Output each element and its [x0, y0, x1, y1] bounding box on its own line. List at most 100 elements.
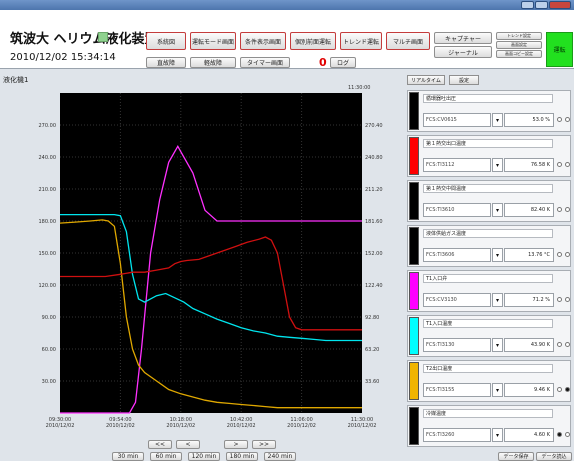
y-left-tick-label: 120.00 [39, 283, 57, 289]
radio-icon[interactable] [557, 252, 562, 257]
radio-icon[interactable] [565, 117, 570, 122]
channel-tag-select[interactable]: FCS:CV3130 [423, 293, 491, 307]
channel-value: 82.40 K [504, 203, 554, 217]
channel-tag-select[interactable]: FCS:TI3260 [423, 428, 491, 442]
channel-row: T2出口温度 FCS:TI3155 ▾ 9.46 K [407, 360, 571, 402]
alarm-count: 0 [319, 56, 327, 69]
minimize-icon[interactable] [521, 1, 534, 9]
channel-value: 71.2 % [504, 293, 554, 307]
screen-settings-button[interactable]: 画面設定 [496, 41, 542, 49]
nav-conditions[interactable]: 条件表示画面 [240, 32, 286, 50]
y-right-tick-label: 240.80 [365, 155, 383, 161]
nav-system-diagram[interactable]: 系統図 [146, 32, 186, 50]
radio-icon[interactable] [565, 387, 570, 392]
y-left-tick-label: 150.00 [39, 251, 57, 257]
nav-run-mode[interactable]: 運転モード画面 [190, 32, 236, 50]
series-line-1 [60, 144, 362, 414]
scroll-prev-button[interactable]: < [176, 440, 200, 449]
channel-color-swatch [409, 182, 419, 220]
channel-color-swatch [409, 92, 419, 130]
series-line-2 [60, 213, 362, 342]
range-120-button[interactable]: 120 min [188, 452, 220, 461]
chevron-down-icon[interactable]: ▾ [492, 338, 503, 352]
range-60-button[interactable]: 60 min [150, 452, 182, 461]
x-tick-date-label: 2010/12/02 [166, 423, 195, 429]
channel-tag-select[interactable]: FCS:TI3112 [423, 158, 491, 172]
data-save-button[interactable]: データ保存 [498, 452, 534, 461]
chevron-down-icon[interactable]: ▾ [492, 203, 503, 217]
scroll-next-button[interactable]: > [224, 440, 248, 449]
nav-individual[interactable]: 個別前面運転 [290, 32, 336, 50]
radio-icon[interactable] [557, 297, 562, 302]
radio-icon[interactable] [557, 387, 562, 392]
nav-trend[interactable]: トレンド運転 [340, 32, 382, 50]
radio-icon[interactable] [565, 432, 570, 437]
y-right-tick-label: 33.60 [365, 379, 379, 385]
radio-icon[interactable] [557, 207, 562, 212]
channel-name: 循環器吐出圧 [423, 94, 553, 103]
x-tick-date-label: 2010/12/02 [46, 423, 75, 429]
radio-icon[interactable] [557, 342, 562, 347]
chevron-down-icon[interactable]: ▾ [492, 248, 503, 262]
scroll-last-button[interactable]: >> [252, 440, 276, 449]
series-line-4 [60, 236, 362, 331]
range-30-button[interactable]: 30 min [112, 452, 144, 461]
app-title: 筑波大 ヘリウム液化装置 [10, 32, 158, 47]
capture-button[interactable]: キャプチャー [434, 32, 492, 44]
channel-color-swatch [409, 362, 419, 400]
channel-name: T2出口温度 [423, 364, 553, 373]
log-button[interactable]: ログ [330, 57, 356, 68]
radio-icon[interactable] [565, 162, 570, 167]
channel-row: T1入口弁 FCS:CV3130 ▾ 71.2 % [407, 270, 571, 312]
radio-icon[interactable] [565, 342, 570, 347]
radio-icon[interactable] [565, 252, 570, 257]
tab-settings[interactable]: 設定 [449, 75, 479, 85]
screen-copy-button[interactable]: 画面コピー設定 [496, 50, 542, 58]
journal-button[interactable]: ジャーナル [434, 46, 492, 58]
window-title-bar [0, 0, 574, 10]
chevron-down-icon[interactable]: ▾ [492, 113, 503, 127]
heavy-fault-button[interactable]: 直故障 [146, 57, 186, 68]
tab-realtime[interactable]: リアルタイム [407, 75, 445, 85]
chevron-down-icon[interactable]: ▾ [492, 158, 503, 172]
scroll-first-button[interactable]: << [148, 440, 172, 449]
channel-tag-select[interactable]: FCS:TI3155 [423, 383, 491, 397]
x-tick-label: 10:42:00 [230, 417, 252, 423]
channel-row: 第１熱交中間温度 FCS:TI3610 ▾ 82.40 K [407, 180, 571, 222]
chevron-down-icon[interactable]: ▾ [492, 383, 503, 397]
y-left-tick-label: 60.00 [42, 347, 56, 353]
timer-button[interactable]: タイマー画面 [240, 57, 290, 68]
radio-icon[interactable] [557, 117, 562, 122]
channel-name: 第１熱交中間温度 [423, 184, 553, 193]
maximize-icon[interactable] [535, 1, 548, 9]
channel-color-swatch [409, 272, 419, 310]
trend-settings-button[interactable]: トレンド設定 [496, 32, 542, 40]
radio-icon[interactable] [565, 297, 570, 302]
data-load-button[interactable]: データ読込 [536, 452, 572, 461]
range-180-button[interactable]: 180 min [226, 452, 258, 461]
y-left-tick-label: 30.00 [42, 379, 56, 385]
channel-tag-select[interactable]: FCS:CV0615 [423, 113, 491, 127]
x-tick-date-label: 2010/12/02 [287, 423, 316, 429]
range-240-button[interactable]: 240 min [264, 452, 296, 461]
y-left-tick-label: 90.00 [42, 315, 56, 321]
channel-value: 43.90 K [504, 338, 554, 352]
channel-row: 液体供給ガス温度 FCS:TI3606 ▾ 13.76 °C [407, 225, 571, 267]
chevron-down-icon[interactable]: ▾ [492, 428, 503, 442]
radio-icon[interactable] [557, 432, 562, 437]
channel-tag-select[interactable]: FCS:TI3610 [423, 203, 491, 217]
channel-value: 4.60 K [504, 428, 554, 442]
radio-icon[interactable] [557, 162, 562, 167]
y-right-tick-label: 63.20 [365, 347, 379, 353]
channel-tag-select[interactable]: FCS:TI3606 [423, 248, 491, 262]
channel-tag-select[interactable]: FCS:TI3130 [423, 338, 491, 352]
channel-value: 9.46 K [504, 383, 554, 397]
nav-multi[interactable]: マルチ画面 [386, 32, 430, 50]
close-icon[interactable] [549, 1, 571, 9]
channel-row: 第１熱交出口温度 FCS:TI3112 ▾ 76.58 K [407, 135, 571, 177]
y-left-tick-label: 240.00 [39, 155, 57, 161]
chevron-down-icon[interactable]: ▾ [492, 293, 503, 307]
y-right-tick-label: 211.20 [365, 187, 383, 193]
light-fault-button[interactable]: 軽故障 [190, 57, 236, 68]
radio-icon[interactable] [565, 207, 570, 212]
